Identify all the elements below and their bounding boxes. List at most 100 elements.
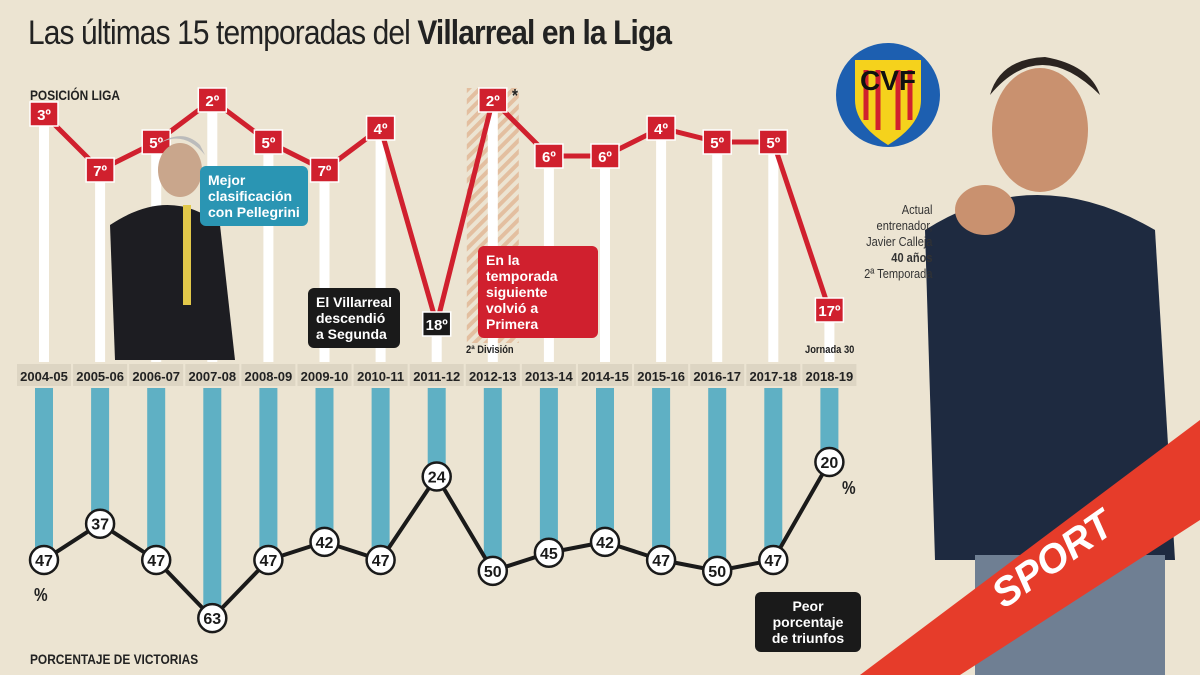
pct-marker <box>309 526 340 558</box>
volvio-callout: En la temporada siguiente volvió a Prime… <box>478 246 598 338</box>
position-label: 6º <box>542 149 556 166</box>
season-label: 2004-05 <box>20 369 68 384</box>
season-label: 2011-12 <box>413 369 460 384</box>
pct-bar <box>764 388 783 561</box>
season-label-bg <box>690 364 745 386</box>
pct-label: 37 <box>91 517 109 534</box>
position-stem <box>824 310 835 362</box>
season-label-bg <box>129 364 184 386</box>
pct-unit-left: % <box>34 585 48 605</box>
pct-bar <box>315 388 334 542</box>
pct-bar <box>539 388 558 553</box>
pct-bar <box>596 388 614 542</box>
pct-label: 47 <box>147 553 165 570</box>
pct-marker <box>533 537 565 568</box>
position-marker <box>814 297 845 323</box>
pct-marker <box>645 544 677 576</box>
pct-label: 50 <box>484 564 502 581</box>
page-title: Las últimas 15 temporadas del Villarreal… <box>28 14 672 52</box>
position-marker <box>365 115 396 141</box>
pct-marker <box>814 446 845 478</box>
position-stem <box>712 142 723 362</box>
pct-chart-title: PORCENTAJE DE VICTORIAS <box>30 651 199 667</box>
position-stem <box>263 142 274 362</box>
position-marker <box>758 129 789 155</box>
position-label: 7º <box>93 163 107 180</box>
season-label-bg <box>409 364 464 386</box>
position-stem <box>375 128 386 362</box>
pct-marker <box>84 508 116 539</box>
pct-marker <box>758 544 789 576</box>
position-marker <box>85 157 115 183</box>
pct-label: 42 <box>596 535 614 552</box>
coach-note: Actual entrenador, Javier Calleja 40 años 2… <box>863 202 932 281</box>
season-label-bg <box>578 364 632 386</box>
position-stem <box>600 156 610 362</box>
pct-marker <box>589 526 621 558</box>
season-label-bg <box>802 364 857 386</box>
segunda-asterisk: * <box>512 86 518 106</box>
pct-marker <box>140 544 172 576</box>
pct-bar <box>652 388 671 561</box>
position-marker <box>197 87 228 113</box>
pct-label: 47 <box>372 553 390 570</box>
season-label-bg <box>297 364 352 386</box>
season-label: 2018-19 <box>806 369 854 384</box>
pct-marker <box>477 555 509 587</box>
pct-label: 20 <box>821 455 839 472</box>
season-label-bg <box>73 364 128 386</box>
pct-marker <box>365 544 396 576</box>
pct-label: 47 <box>35 553 53 570</box>
pct-marker <box>421 461 452 492</box>
pct-marker <box>197 602 228 634</box>
pct-label: 42 <box>316 535 334 552</box>
season-label: 2017-18 <box>749 369 797 384</box>
position-marker <box>478 87 508 113</box>
pct-label: 47 <box>260 553 278 570</box>
villarreal-crest: CVF <box>836 43 940 147</box>
season-label: 2016-17 <box>693 369 741 384</box>
pct-bar <box>91 388 110 524</box>
pct-bar <box>820 388 839 462</box>
season-label-bg <box>465 364 520 386</box>
position-marker <box>590 143 620 169</box>
pct-label: 47 <box>652 553 670 570</box>
pct-label: 24 <box>428 470 446 487</box>
pct-bar <box>371 388 390 561</box>
season-label: 2013-14 <box>525 369 573 384</box>
season-label-bg <box>634 364 689 386</box>
position-stem <box>656 128 667 362</box>
peor-callout: Peor porcentaje de triunfos <box>755 592 861 652</box>
pct-bar <box>483 388 502 571</box>
season-label: 2010-11 <box>357 369 404 384</box>
pellegrini-callout: Mejor clasificación con Pellegrini <box>200 166 308 226</box>
descenso-callout: El Villarreal descendió a Segunda <box>308 288 400 348</box>
calleja-photo <box>925 57 1175 675</box>
jornada-label: Jornada 30 <box>805 344 855 356</box>
season-label: 2015-16 <box>637 369 685 384</box>
position-label: 3º <box>37 107 51 124</box>
position-label: 2º <box>205 93 219 110</box>
pct-bar <box>147 388 166 561</box>
segunda-label: 2ª División <box>466 344 514 356</box>
pct-bar <box>35 388 53 561</box>
position-stem <box>431 324 442 362</box>
position-label: 6º <box>598 149 612 166</box>
position-label: 4º <box>374 121 388 138</box>
pct-marker <box>701 555 733 587</box>
position-label: 2º <box>486 93 500 110</box>
position-label: 5º <box>710 135 724 152</box>
season-label: 2014-15 <box>581 369 629 384</box>
season-label: 2005-06 <box>76 369 124 384</box>
position-label: 5º <box>766 135 780 152</box>
pct-label: 63 <box>203 611 221 628</box>
pct-label: 45 <box>540 546 558 563</box>
position-label: 5º <box>261 135 275 152</box>
pct-bar <box>427 388 446 477</box>
position-stem <box>95 170 106 362</box>
position-chart-title: POSICIÓN LIGA <box>30 87 120 103</box>
pct-unit-right: % <box>842 478 856 498</box>
position-label: 5º <box>149 135 163 152</box>
